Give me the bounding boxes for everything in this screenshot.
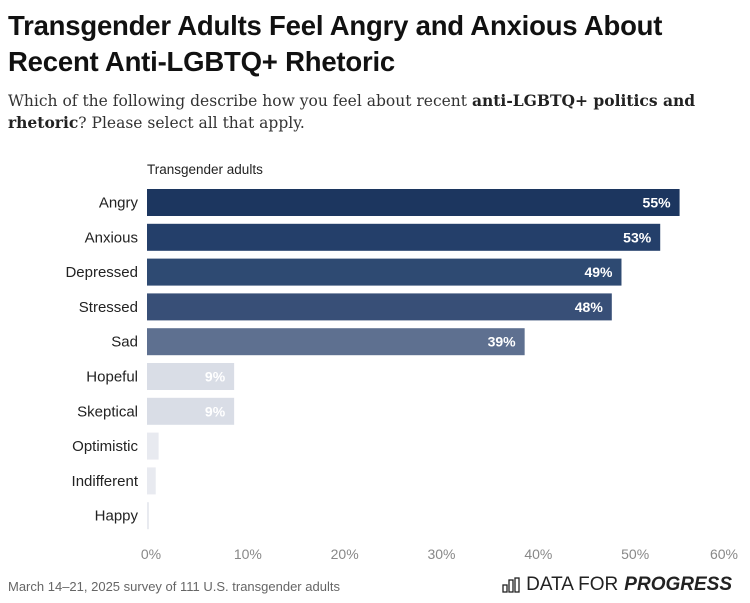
category-label: Happy [95,508,139,525]
x-tick-label: 30% [427,546,455,562]
bar-indifferent [147,467,156,495]
data-label: 9% [205,369,226,385]
bar-hopeful [147,363,235,390]
footer-note: March 14–21, 2025 survey of 111 U.S. tra… [8,579,340,594]
logo: DATA FOR PROGRESS [502,574,732,596]
data-label: 53% [623,229,652,245]
category-label: Skeptical [77,403,138,420]
bar-optimistic [147,432,159,460]
data-label: 48% [575,299,604,315]
series-label: Transgender adults [147,162,263,177]
chart-subtitle: Which of the following describe how you … [8,90,708,134]
x-tick-label: 50% [621,546,649,562]
logo-text-bold: PROGRESS [624,574,732,595]
data-label: 55% [643,195,672,211]
bar-skeptical [147,397,235,425]
category-label: Stressed [79,299,138,316]
x-tick-label: 20% [331,546,359,562]
category-label: Hopeful [86,369,138,386]
bar-sad [147,328,525,356]
bar-chart-icon [502,577,520,593]
x-tick-label: 40% [524,546,552,562]
logo-text: DATA FOR [526,574,619,595]
chart-title: Transgender Adults Feel Angry and Anxiou… [8,10,663,77]
category-label: Indifferent [72,473,139,490]
data-label: 39% [488,334,517,350]
subtitle-text-end: ? Please select all that apply. [78,114,305,132]
bar-anxious [147,223,661,251]
category-label: Depressed [65,264,138,281]
x-tick-label: 10% [234,546,262,562]
bar-happy [147,502,149,530]
bar-depressed [147,258,622,286]
category-label: Optimistic [72,438,138,455]
bar-stressed [147,293,612,321]
category-label: Anxious [85,229,138,246]
data-label: 49% [584,264,613,280]
subtitle-text: Which of the following describe how you … [8,92,472,110]
data-label: 9% [205,403,226,419]
bar-angry [147,189,680,216]
category-label: Sad [111,334,138,351]
category-label: Angry [99,195,139,212]
x-tick-label: 60% [710,546,738,562]
subtitle-bold: anti-LGBTQ+ politics and rhetoric [8,91,696,132]
x-tick-label: 0% [141,546,161,562]
